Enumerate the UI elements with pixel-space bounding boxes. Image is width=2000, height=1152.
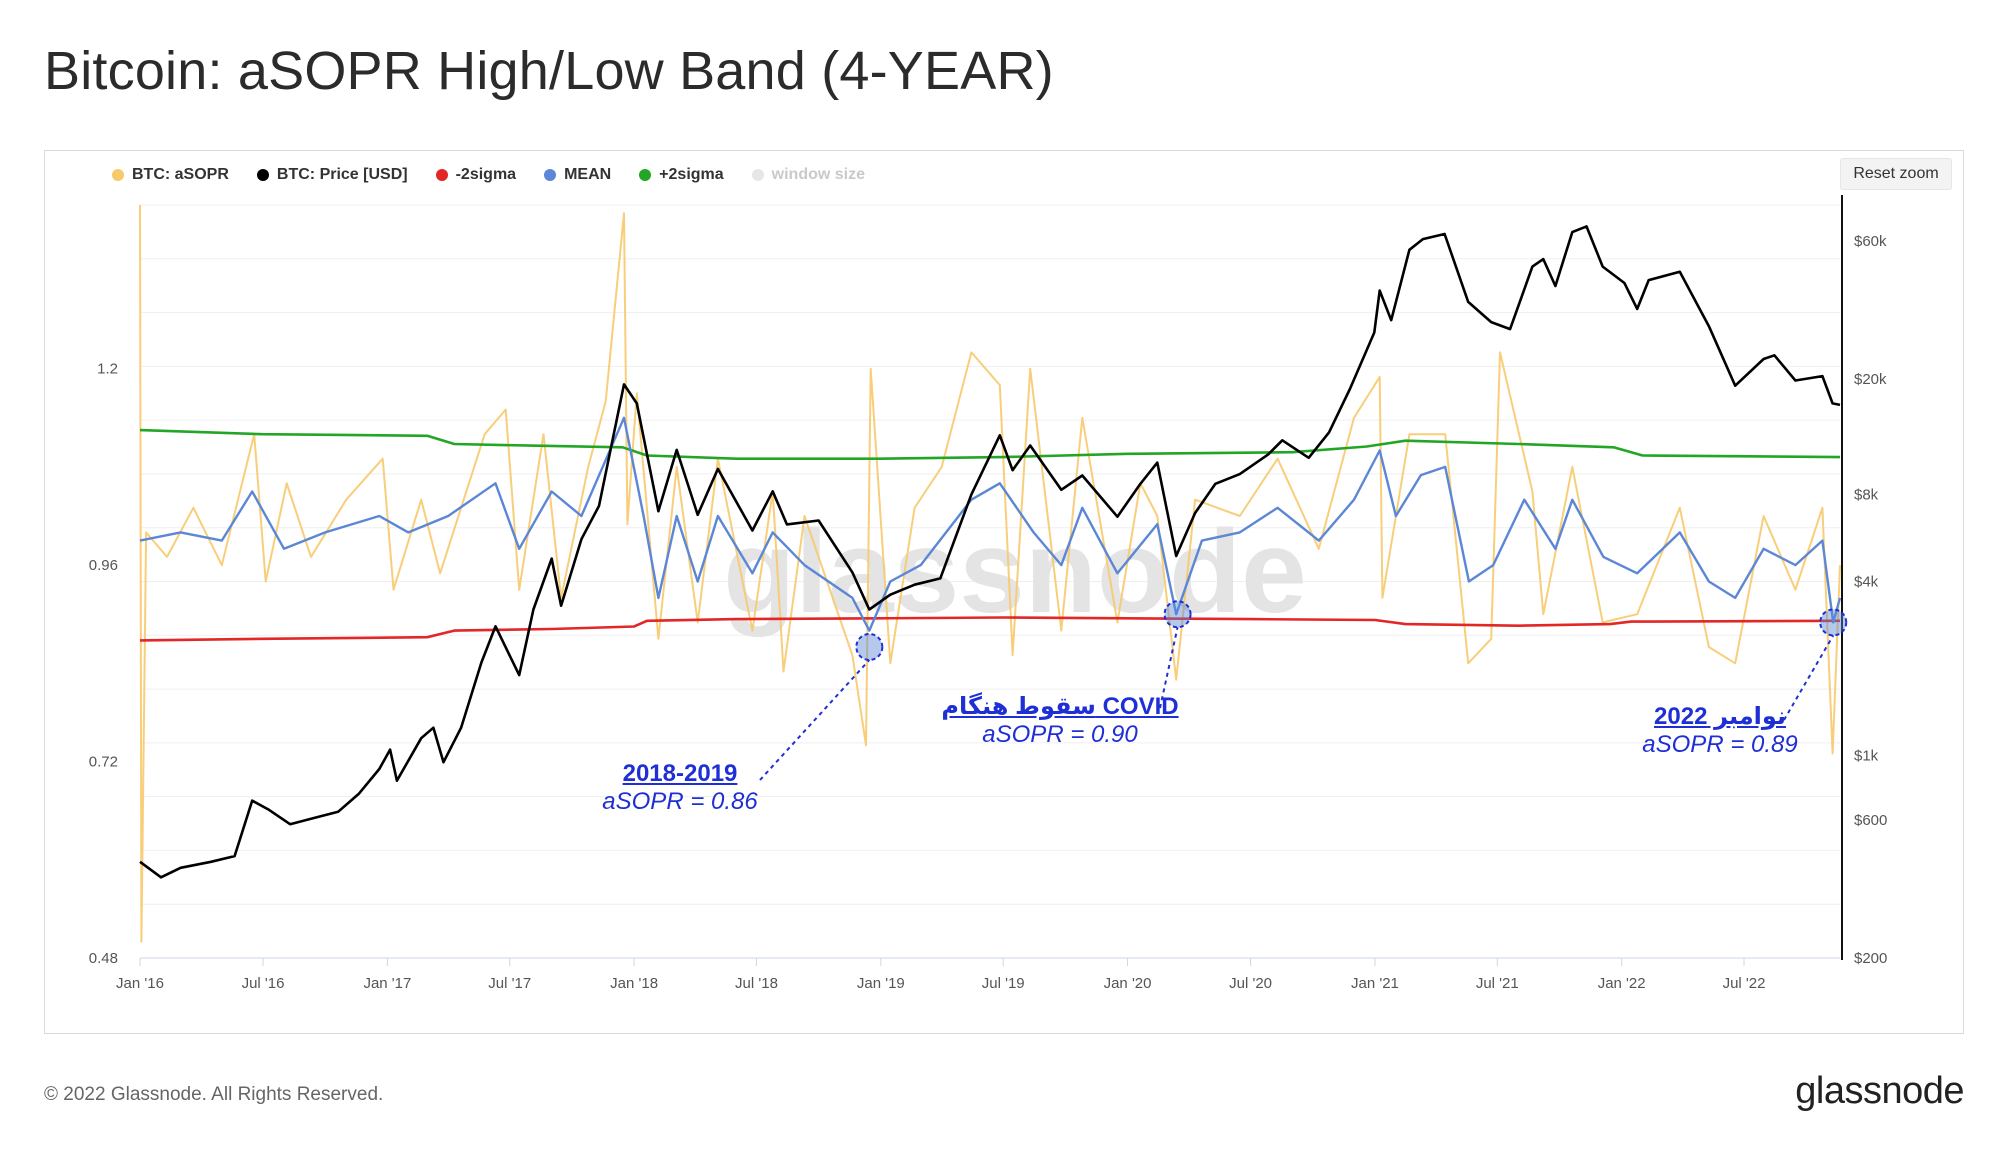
y-left-tick-label: 0.72 (89, 754, 118, 771)
x-tick-label: Jul '16 (242, 975, 285, 992)
footer-copyright: © 2022 Glassnode. All Rights Reserved. (44, 1084, 384, 1105)
y-left-tick-label: 1.2 (97, 361, 118, 378)
annotation-connector (1783, 634, 1835, 721)
axis-layer: 0.48 0.72 0.96 1.2 $200 $600 $1k $4k $8k $20k $60k… (89, 195, 1887, 992)
x-tick-label: Jan '17 (363, 975, 411, 992)
legend-label-mean: MEAN (564, 166, 612, 183)
x-tick-label: Jan '21 (1351, 975, 1399, 992)
legend-item-asopr[interactable]: BTC: aSOPR (112, 166, 229, 184)
legend-label-asopr: BTC: aSOPR (132, 166, 229, 183)
annotation-connector (1159, 627, 1179, 709)
x-tick-label: Jul '18 (735, 975, 778, 992)
legend-swatch-window-size (751, 169, 764, 181)
annotation-value: aSOPR = 0.86 (602, 788, 758, 815)
x-tick-label: Jan '19 (857, 975, 905, 992)
annotation-connector (759, 659, 871, 781)
legend-swatch-price (256, 169, 269, 181)
x-tick-label: Jul '20 (1229, 975, 1272, 992)
series-line-2sigma (139, 616, 1841, 642)
page-title: Bitcoin: aSOPR High/Low Band (4-YEAR) (44, 41, 1054, 101)
annotation-value: aSOPR = 0.89 (1642, 731, 1798, 758)
y-right-tick-label: $8k (1854, 486, 1879, 503)
annotation-2018-2019: 2018-2019 aSOPR = 0.86 (560, 760, 800, 816)
series-line-btc-asopr (139, 204, 1841, 943)
annotation-nov-2022: نوامبر 2022 aSOPR = 0.89 (1600, 702, 1840, 759)
legend-item-window-size[interactable]: window size (751, 166, 865, 184)
y-right-tick-label: $1k (1854, 748, 1879, 765)
y-left-tick-label: 0.48 (89, 950, 118, 967)
series-line-mean (139, 416, 1842, 632)
x-tick-label: Jan '20 (1104, 975, 1152, 992)
y-right-tick-label: $60k (1854, 233, 1887, 250)
legend-swatch-plus-2sigma (639, 169, 652, 181)
legend-item-minus-2sigma[interactable]: -2sigma (435, 166, 517, 184)
annotation-covid: سقوط هنگام COVID aSOPR = 0.90 (920, 692, 1200, 749)
annotation-title: سقوط هنگام COVID (941, 693, 1179, 720)
legend-item-plus-2sigma[interactable]: +2sigma (639, 166, 724, 184)
y-right-tick-label: $600 (1854, 812, 1887, 829)
series-line-btc-price-usd (139, 225, 1841, 879)
legend-label-minus-2sigma: -2sigma (455, 166, 517, 183)
x-tick-label: Jul '19 (982, 975, 1025, 992)
annotation-title: 2018-2019 (622, 760, 738, 787)
chart-legend: BTC: aSOPR BTC: Price [USD] -2sigma MEAN… (112, 166, 865, 184)
legend-item-price[interactable]: BTC: Price [USD] (256, 166, 408, 184)
series-line-2sigma (139, 428, 1841, 460)
legend-item-mean[interactable]: MEAN (544, 166, 611, 184)
annotation-marker (1163, 600, 1192, 629)
y-left-tick-label: 0.96 (89, 557, 118, 574)
legend-label-plus-2sigma: +2sigma (659, 166, 724, 183)
y-right-tick-label: $20k (1854, 371, 1887, 388)
x-tick-label: Jul '22 (1723, 975, 1766, 992)
x-tick-label: Jan '16 (116, 975, 164, 992)
annotation-marker (1819, 608, 1848, 637)
footer-brand-logo: glassnode (1795, 1070, 1964, 1112)
series-layer (139, 204, 1842, 943)
legend-label-price: BTC: Price [USD] (276, 166, 408, 183)
annotation-layer (759, 600, 1848, 781)
x-tick-label: Jul '17 (488, 975, 531, 992)
legend-swatch-mean (544, 169, 557, 181)
annotation-marker (855, 632, 884, 661)
legend-swatch-minus-2sigma (435, 169, 448, 181)
y-right-tick-label: $200 (1854, 950, 1887, 967)
legend-label-window-size: window size (771, 166, 865, 183)
y-right-tick-label: $4k (1854, 574, 1879, 591)
reset-zoom-button[interactable]: Reset zoom (1840, 158, 1952, 190)
chart-frame (44, 150, 1964, 1034)
x-tick-label: Jan '22 (1598, 975, 1646, 992)
x-tick-label: Jul '21 (1476, 975, 1519, 992)
annotation-title: نوامبر 2022 (1654, 703, 1786, 730)
legend-swatch-asopr (112, 169, 124, 181)
x-tick-label: Jan '18 (610, 975, 658, 992)
annotation-value: aSOPR = 0.90 (982, 721, 1138, 748)
